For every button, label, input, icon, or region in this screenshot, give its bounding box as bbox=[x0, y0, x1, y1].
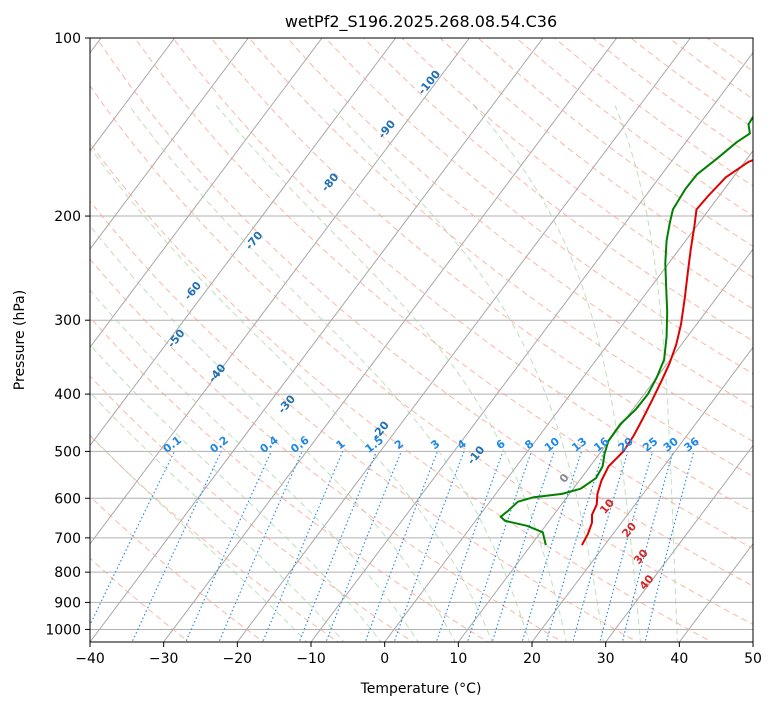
y-tick-label: 500 bbox=[54, 444, 81, 460]
dry-adiabat-line bbox=[287, 38, 753, 408]
moist-adiabat-line bbox=[215, 105, 568, 642]
y-tick-label: 700 bbox=[54, 531, 81, 547]
moist-adiabat-line bbox=[90, 289, 419, 642]
isotherm-line bbox=[605, 444, 753, 642]
x-tick-label: 40 bbox=[670, 651, 688, 667]
chart-title: wetPf2_S196.2025.268.08.54.C36 bbox=[285, 12, 557, 32]
x-tick-label: −30 bbox=[149, 651, 179, 667]
dry-adiabat-line bbox=[90, 435, 340, 642]
y-tick-label: 400 bbox=[54, 387, 81, 403]
mixing-ratio-line bbox=[545, 451, 605, 642]
x-tick-label: 10 bbox=[449, 651, 467, 667]
isotherm-line bbox=[457, 248, 753, 642]
y-axis-label: Pressure (hPa) bbox=[12, 290, 28, 390]
mixing-ratio-line bbox=[262, 451, 344, 642]
moist-adiabat-line bbox=[329, 105, 605, 642]
y-tick-label: 600 bbox=[54, 491, 81, 507]
x-tick-label: 20 bbox=[523, 651, 541, 667]
mixing-ratio-line bbox=[325, 451, 402, 642]
dry-adiabat-line bbox=[90, 375, 414, 642]
mixing-ratio-line bbox=[572, 451, 629, 642]
mixing-ratio-line bbox=[364, 451, 439, 642]
x-tick-label: 30 bbox=[597, 651, 615, 667]
dry-adiabat-line bbox=[90, 200, 639, 642]
y-tick-label: 200 bbox=[54, 209, 81, 225]
y-tick-label: 100 bbox=[54, 31, 81, 47]
moist-adiabat-line bbox=[128, 105, 530, 642]
dry-adiabat-line bbox=[363, 38, 753, 342]
mixing-ratio-line bbox=[599, 451, 654, 642]
moist-adiabat-line bbox=[90, 391, 345, 642]
temperature-profile-line bbox=[581, 158, 753, 546]
mixing-ratio-line bbox=[393, 451, 465, 642]
moist-adiabat-line bbox=[90, 225, 456, 642]
isotherm-line bbox=[531, 346, 753, 642]
isotherm-line bbox=[90, 38, 249, 250]
x-tick-label: −20 bbox=[223, 651, 253, 667]
mixing-ratio-line bbox=[491, 451, 555, 642]
mixing-ratio-line bbox=[644, 451, 695, 642]
isotherm-line bbox=[163, 38, 618, 642]
dry-adiabat-line bbox=[325, 38, 753, 375]
mixing-ratio-line bbox=[466, 451, 533, 642]
mixing-ratio-line bbox=[435, 451, 504, 642]
mixing-ratio-line bbox=[298, 451, 378, 642]
isotherm-line bbox=[90, 38, 544, 642]
dewpoint-profile-line bbox=[499, 114, 753, 546]
y-tick-label: 300 bbox=[54, 313, 81, 329]
moist-adiabat-line bbox=[90, 344, 382, 642]
x-tick-label: 0 bbox=[380, 651, 389, 667]
moist-adiabat-line bbox=[90, 146, 493, 642]
isotherm-line bbox=[90, 38, 397, 447]
isotherm-line bbox=[90, 38, 176, 152]
isotherm-line bbox=[90, 38, 323, 349]
y-tick-label: 900 bbox=[54, 595, 81, 611]
dry-adiabat-line bbox=[96, 38, 753, 587]
dry-adiabat-line bbox=[90, 142, 713, 642]
x-axis-label: Temperature (°C) bbox=[360, 681, 482, 697]
y-tick-label: 1000 bbox=[45, 622, 81, 638]
isotherm-line bbox=[236, 38, 691, 642]
mixing-ratio-line bbox=[131, 451, 222, 642]
x-tick-label: −10 bbox=[296, 651, 326, 667]
dry-adiabat-line bbox=[90, 258, 564, 642]
moist-adiabat-line bbox=[473, 105, 642, 642]
dry-adiabat-line bbox=[90, 84, 753, 626]
x-tick-label: 50 bbox=[744, 651, 762, 667]
dry-adiabat-line bbox=[134, 38, 753, 550]
y-tick-label: 800 bbox=[54, 565, 81, 581]
isotherm-line bbox=[90, 38, 470, 545]
x-tick-label: −40 bbox=[75, 651, 105, 667]
dry-adiabat-line bbox=[172, 38, 753, 513]
mixing-ratio-line bbox=[521, 451, 583, 642]
plot-frame bbox=[89, 37, 754, 643]
moist-adiabat-line bbox=[614, 105, 678, 642]
isotherm-line bbox=[384, 150, 753, 642]
mixing-ratio-line bbox=[621, 451, 674, 642]
